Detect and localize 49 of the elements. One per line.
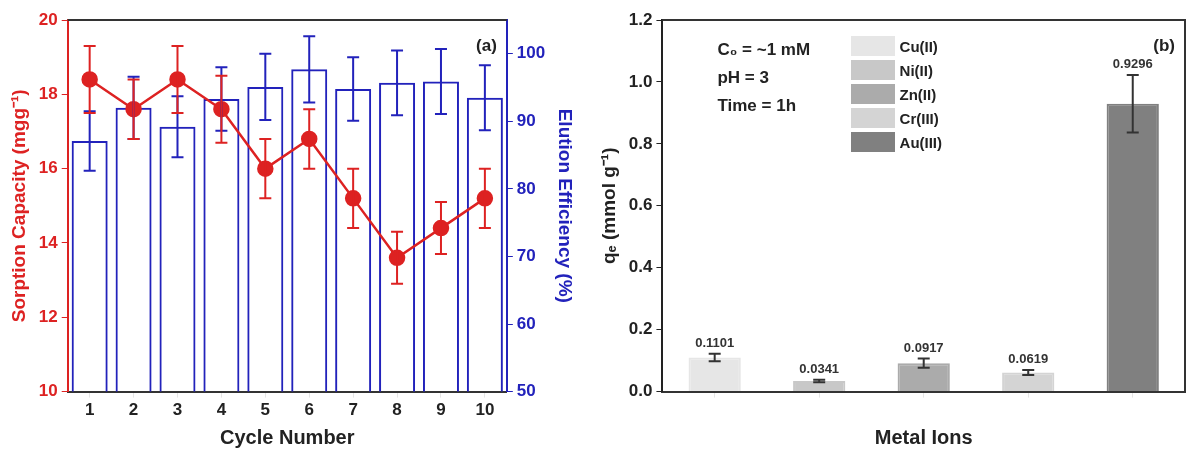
- x-tick-label: 4: [216, 400, 227, 420]
- x-tick-label: 2: [128, 400, 139, 420]
- x-axis-title: Cycle Number: [220, 425, 355, 448]
- y-tick-label: 1.2: [628, 9, 653, 29]
- y-tick-label: 20: [38, 9, 58, 29]
- y-axis-title: qₑ (mmol g⁻¹): [597, 147, 619, 265]
- data-label: 0.9296: [1112, 56, 1153, 72]
- annotation: (a): [476, 36, 497, 56]
- y-tick-label: 12: [38, 306, 58, 326]
- y-tick-label: 14: [38, 232, 59, 252]
- y2-tick-label: 100: [516, 43, 546, 63]
- x-tick-label: 6: [304, 400, 314, 420]
- y-tick-label: 0.6: [628, 195, 653, 215]
- y-tick-label: 10: [38, 381, 58, 401]
- y-tick-label: 1.0: [628, 71, 653, 91]
- y-axis-title: Sorption Capacity (mgg⁻¹): [7, 89, 29, 323]
- y-tick-label: 16: [38, 158, 58, 178]
- legend-label: Cr(III): [899, 109, 939, 127]
- x-tick-label: 7: [348, 400, 358, 420]
- annotation: pH = 3: [717, 68, 769, 88]
- x-axis-title: Metal Ions: [874, 425, 973, 448]
- data-label: 0.1101: [695, 334, 735, 350]
- y2-axis-title: Elution Efficiency (%): [555, 108, 577, 303]
- data-label: 0.0619: [1008, 351, 1049, 367]
- y2-tick-label: 80: [516, 178, 536, 198]
- legend-label: Ni(II): [899, 61, 933, 79]
- y2-tick-label: 90: [516, 111, 536, 131]
- y2-tick-label: 70: [516, 246, 536, 266]
- x-tick-label: 8: [392, 400, 402, 420]
- x-tick-label: 10: [475, 400, 495, 420]
- y-tick-label: 0.8: [628, 133, 653, 153]
- y-tick-label: 0.0: [628, 381, 653, 401]
- y-tick-label: 18: [38, 84, 58, 104]
- y-tick-label: 0.4: [628, 257, 653, 277]
- annotation: C₀ = ~1 mM: [717, 40, 811, 60]
- data-label: 0.0341: [799, 360, 840, 376]
- x-tick-label: 9: [436, 400, 446, 420]
- y2-tick-label: 60: [516, 313, 536, 333]
- legend-label: Zn(II): [899, 85, 937, 103]
- x-tick-label: 3: [172, 400, 183, 420]
- legend-label: Au(III): [899, 133, 943, 151]
- y2-tick-label: 50: [516, 381, 536, 401]
- x-tick-label: 1: [84, 400, 95, 420]
- data-label: 0.0917: [903, 339, 944, 355]
- x-tick-label: 5: [260, 400, 271, 420]
- annotation: (b): [1153, 36, 1175, 56]
- y-tick-label: 0.2: [628, 319, 653, 339]
- legend-label: Cu(II): [899, 37, 938, 55]
- annotation: Time = 1h: [717, 96, 797, 116]
